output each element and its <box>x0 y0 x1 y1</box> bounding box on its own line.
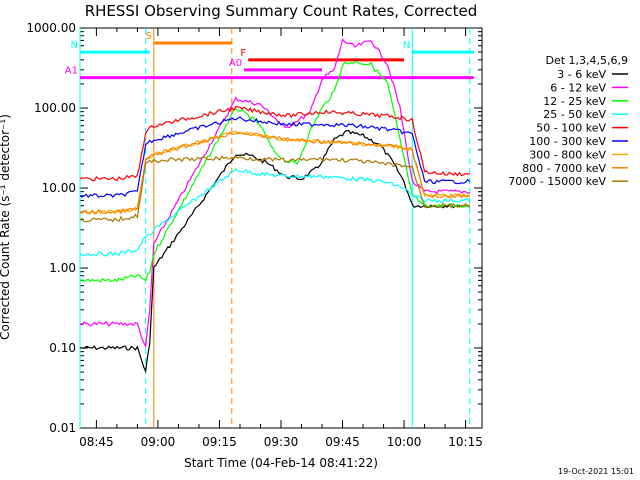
legend-title: Det 1,3,4,5,6,9 <box>545 54 628 67</box>
x-tick-label: 09:00 <box>141 435 176 449</box>
flag-label: N <box>403 40 410 51</box>
flag-label: A0 <box>229 58 242 69</box>
legend-entry: 50 - 100 keV <box>536 122 606 135</box>
y-tick-label: 0.10 <box>49 341 76 355</box>
legend-entry: 7000 - 15000 keV <box>508 175 606 188</box>
series-line <box>79 105 470 182</box>
x-tick-label: 10:00 <box>387 435 422 449</box>
legend-entry: 3 - 6 keV <box>557 68 606 81</box>
series-line <box>79 116 471 199</box>
chart-title: RHESSI Observing Summary Count Rates, Co… <box>85 2 478 20</box>
x-tick-label: 09:30 <box>264 435 299 449</box>
y-axis: 0.01 0.10 1.00 10.00 100.00 1000.00 <box>26 21 482 435</box>
x-tick-label: 09:15 <box>202 435 237 449</box>
y-tick-label: 1.00 <box>49 261 76 275</box>
legend-entry: 800 - 7000 keV <box>522 162 606 175</box>
legend-entry: 100 - 300 keV <box>529 135 606 148</box>
x-axis-label: Start Time (04-Feb-14 08:41:22) <box>184 456 378 470</box>
flag-label: N <box>71 40 78 51</box>
y-tick-label: 0.01 <box>49 421 76 435</box>
series-line <box>79 131 471 215</box>
series-lines <box>79 37 471 374</box>
legend-entry: 12 - 25 keV <box>543 95 606 108</box>
y-tick-label: 1000.00 <box>26 21 76 35</box>
y-axis-label: Corrected Count Rate (s⁻¹ detector⁻¹) <box>0 114 12 340</box>
legend-entry: 6 - 12 keV <box>550 81 606 94</box>
y-tick-label: 100.00 <box>34 101 76 115</box>
vertical-markers <box>79 28 471 428</box>
series-line <box>79 60 470 283</box>
footer-date: 19-Oct-2021 15:01 <box>558 467 634 476</box>
series-line <box>79 37 470 349</box>
flag-label: F <box>240 48 246 59</box>
series-line <box>79 155 470 223</box>
series-line <box>79 168 471 257</box>
plot-frame <box>79 27 483 429</box>
x-tick-label: 08:45 <box>79 435 114 449</box>
flag-label: S <box>145 31 151 42</box>
flag-label: A1 <box>65 66 78 77</box>
flag-bars: S N N FA0 A1 <box>65 31 474 80</box>
x-axis: 08:45 09:00 09:15 09:30 09:45 10:00 10:15 <box>79 28 483 449</box>
legend-entry: 300 - 800 keV <box>529 148 606 161</box>
x-tick-label: 09:45 <box>325 435 360 449</box>
y-tick-label: 10.00 <box>42 181 76 195</box>
series-line <box>80 129 471 374</box>
legend-entry: 25 - 50 keV <box>543 108 606 121</box>
x-tick-label: 10:15 <box>448 435 483 449</box>
